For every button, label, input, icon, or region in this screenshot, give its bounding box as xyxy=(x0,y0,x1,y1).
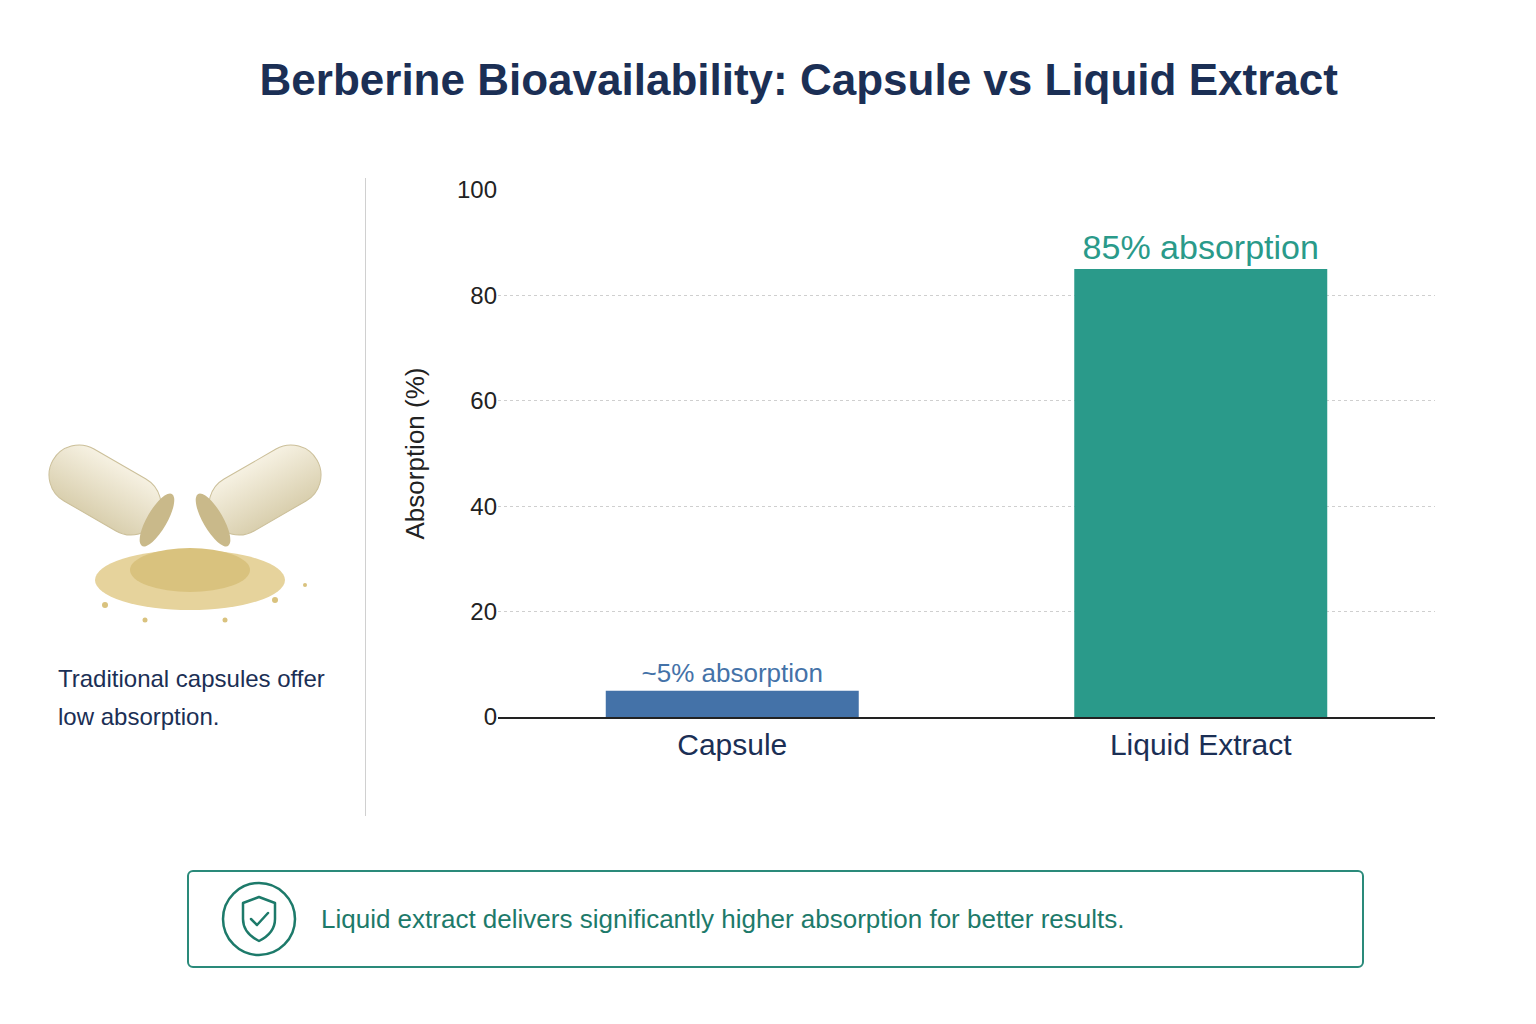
svg-text:~5% absorption: ~5% absorption xyxy=(642,658,823,688)
svg-text:0: 0 xyxy=(484,703,497,730)
svg-text:80: 80 xyxy=(470,282,497,309)
svg-text:Capsule: Capsule xyxy=(677,728,787,761)
svg-text:100: 100 xyxy=(457,176,497,203)
svg-text:40: 40 xyxy=(470,493,497,520)
html-text:Traditional capsules offer low: Traditional capsules offer low absorptio… xyxy=(58,665,325,730)
svg-text:Liquid Extract: Liquid Extract xyxy=(1110,728,1292,761)
svg-text:60: 60 xyxy=(470,387,497,414)
svg-text:Berberine Bioavailability: Cap: Berberine Bioavailability: Capsule vs Li… xyxy=(260,55,1339,104)
svg-text:85% absorption: 85% absorption xyxy=(1083,228,1319,266)
html-text:Liquid extract delivers signif: Liquid extract delivers significantly hi… xyxy=(321,904,1125,934)
svg-text:Absorption (%): Absorption (%) xyxy=(400,368,430,540)
svg-text:20: 20 xyxy=(470,598,497,625)
